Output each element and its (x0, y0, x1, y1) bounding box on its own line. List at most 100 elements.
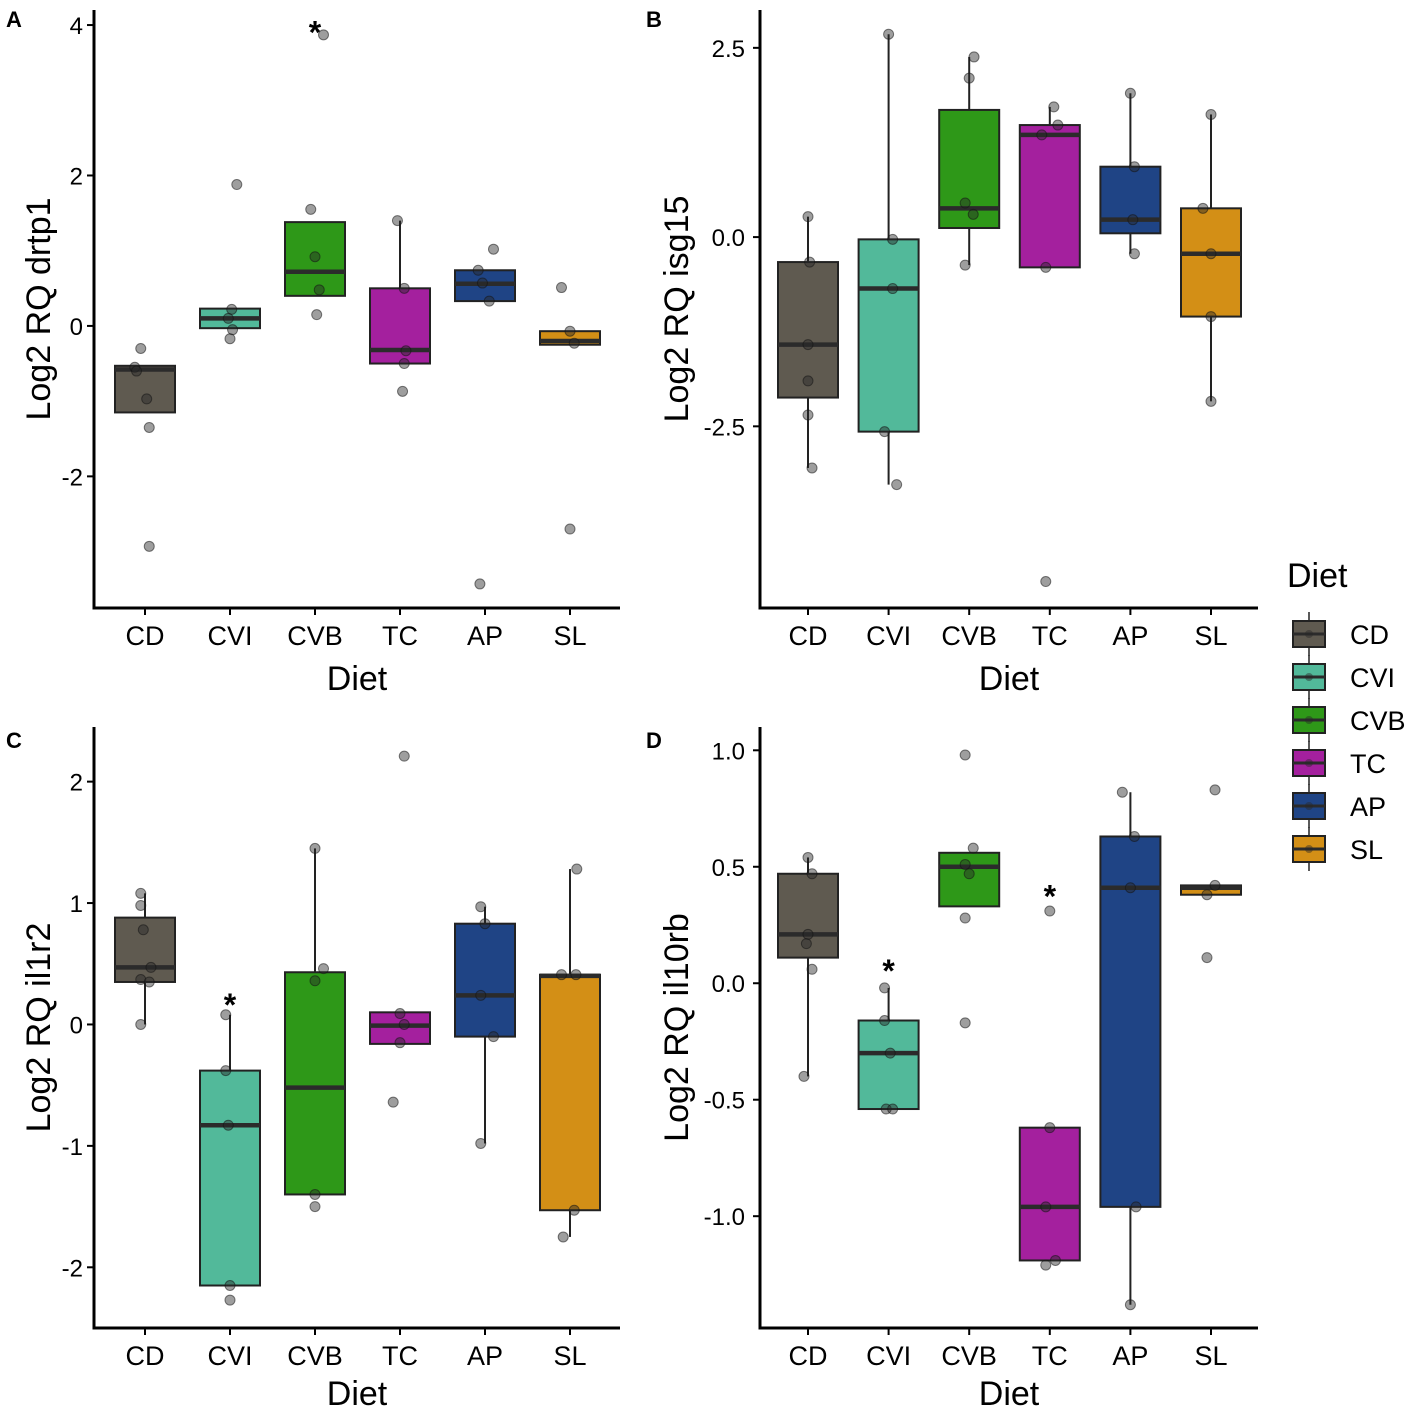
data-point (1130, 1201, 1142, 1213)
data-point (556, 282, 567, 294)
data-point (224, 333, 236, 345)
data-point (309, 842, 321, 854)
data-point (806, 462, 818, 474)
box-tc (369, 220, 431, 365)
data-point (220, 1009, 232, 1021)
y-axis-title: Log2 RQ il1r2 (20, 923, 58, 1133)
panel-c: C -2 -1 0 1 2 CD CVI CVB TC AP SL Diet Log2 RQ il1r2 * (6, 727, 620, 1412)
box-cvi (857, 987, 920, 1111)
data-point (1124, 87, 1136, 99)
data-point (887, 233, 899, 245)
y-tick-label: 4 (70, 13, 83, 40)
data-point (398, 358, 410, 370)
box-iqr (777, 872, 839, 959)
legend-label: TC (1350, 749, 1386, 779)
y-tick-label: -2 (62, 1255, 83, 1282)
data-point (475, 989, 487, 1001)
x-tick-label: CVI (866, 1341, 911, 1371)
data-point (135, 974, 147, 986)
data-point (959, 259, 971, 271)
box-cvb (284, 848, 346, 1196)
data-point (802, 211, 814, 223)
x-tick-label: CVI (866, 621, 911, 651)
data-point (887, 283, 899, 295)
data-point (474, 578, 486, 590)
box-ap (454, 906, 516, 1144)
data-point (571, 863, 583, 875)
box-iqr (539, 973, 601, 1212)
data-point (806, 963, 818, 975)
legend-item-cvi: CVI (1292, 655, 1395, 699)
box-cd (777, 857, 839, 1077)
data-point (1124, 1299, 1136, 1311)
y-tick-label: 2 (70, 163, 83, 190)
data-point (968, 51, 980, 63)
significance-star: * (224, 987, 237, 1023)
y-axis-title: Log2 RQ il10rb (658, 913, 696, 1142)
legend-label: AP (1350, 792, 1386, 822)
data-point (1124, 882, 1136, 894)
x-tick-label: CVI (207, 1341, 252, 1371)
data-point (318, 963, 329, 975)
data-point (145, 961, 157, 973)
x-tick-label: TC (382, 1341, 418, 1371)
y-tick-label: -2 (62, 464, 83, 491)
data-point (1128, 161, 1140, 173)
x-axis-title: Diet (327, 660, 388, 698)
box-iqr (284, 971, 346, 1196)
data-point (309, 1188, 321, 1200)
data-point (391, 215, 403, 227)
data-point (488, 1031, 499, 1043)
legend-label: CVI (1350, 663, 1395, 693)
legend-title: Diet (1287, 557, 1348, 595)
legend-item-tc: TC (1292, 741, 1386, 785)
box-cvi (199, 1014, 261, 1287)
box-cd (777, 216, 839, 468)
y-tick-label: 0.0 (712, 225, 745, 252)
legend-label: CVB (1350, 706, 1406, 736)
data-point (1036, 129, 1048, 141)
data-point (227, 324, 239, 336)
data-point (959, 749, 971, 761)
x-tick-label: TC (1032, 1341, 1068, 1371)
data-point (143, 540, 155, 552)
x-tick-label: AP (1112, 621, 1148, 651)
data-point (483, 295, 495, 307)
data-point (564, 325, 576, 337)
data-point (1209, 879, 1221, 891)
data-point (1128, 248, 1140, 260)
data-point (1197, 202, 1209, 214)
box-tc (1018, 1126, 1081, 1262)
data-point (309, 251, 321, 263)
data-point (1205, 108, 1217, 120)
x-tick-label: AP (467, 621, 503, 651)
data-point (1044, 1122, 1056, 1134)
y-tick-label: -0.5 (704, 1088, 745, 1115)
data-point (135, 887, 147, 899)
y-tick-label: 0.0 (712, 971, 745, 998)
data-point (879, 426, 891, 438)
data-point (1127, 214, 1139, 226)
data-point (313, 284, 325, 296)
y-tick-label: -2.5 (704, 414, 745, 441)
data-point (963, 72, 975, 84)
data-point (959, 912, 971, 924)
data-point (135, 1018, 147, 1030)
data-point (394, 1037, 406, 1049)
data-point (224, 1294, 236, 1306)
legend-item-ap: AP (1292, 784, 1386, 828)
box-ap (454, 269, 516, 303)
x-tick-label: AP (467, 1341, 503, 1371)
data-point (802, 851, 814, 863)
legend-key-point (1305, 673, 1313, 681)
data-point (568, 1204, 580, 1216)
data-point (959, 858, 971, 870)
data-point (883, 28, 895, 40)
x-tick-label: SL (1194, 621, 1227, 651)
data-point (400, 345, 412, 357)
data-point (802, 339, 814, 351)
panel-letter: D (646, 728, 662, 753)
x-tick-label: TC (382, 621, 418, 651)
data-point (804, 256, 816, 268)
